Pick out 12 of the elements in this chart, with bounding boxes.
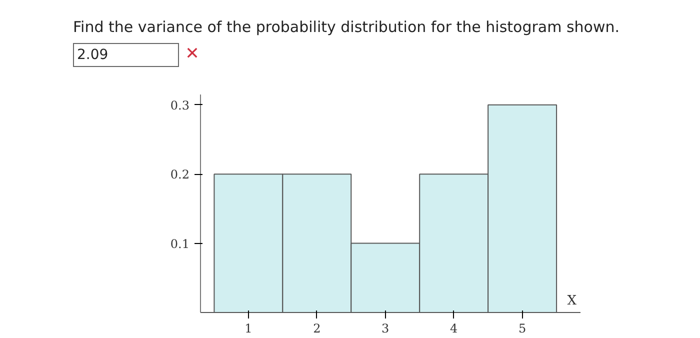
x-tick-label: 1 — [244, 322, 252, 336]
x-tick-label: 2 — [313, 322, 321, 336]
text: ✕ — [185, 43, 200, 66]
x-tick-label: 3 — [382, 322, 390, 336]
x-axis-title: X — [567, 294, 578, 308]
chart-title: Find the variance of the probability distribution for the histogram shown. — [73, 17, 620, 38]
y-tick-label: 0.2 — [170, 168, 190, 182]
x-tick-label: 5 — [518, 322, 526, 336]
y-tick-label: 0.1 — [170, 236, 190, 251]
text: 2.09 — [73, 42, 180, 67]
y-tick-label: 0.3 — [170, 98, 190, 112]
x-tick-label: 4 — [450, 322, 458, 336]
